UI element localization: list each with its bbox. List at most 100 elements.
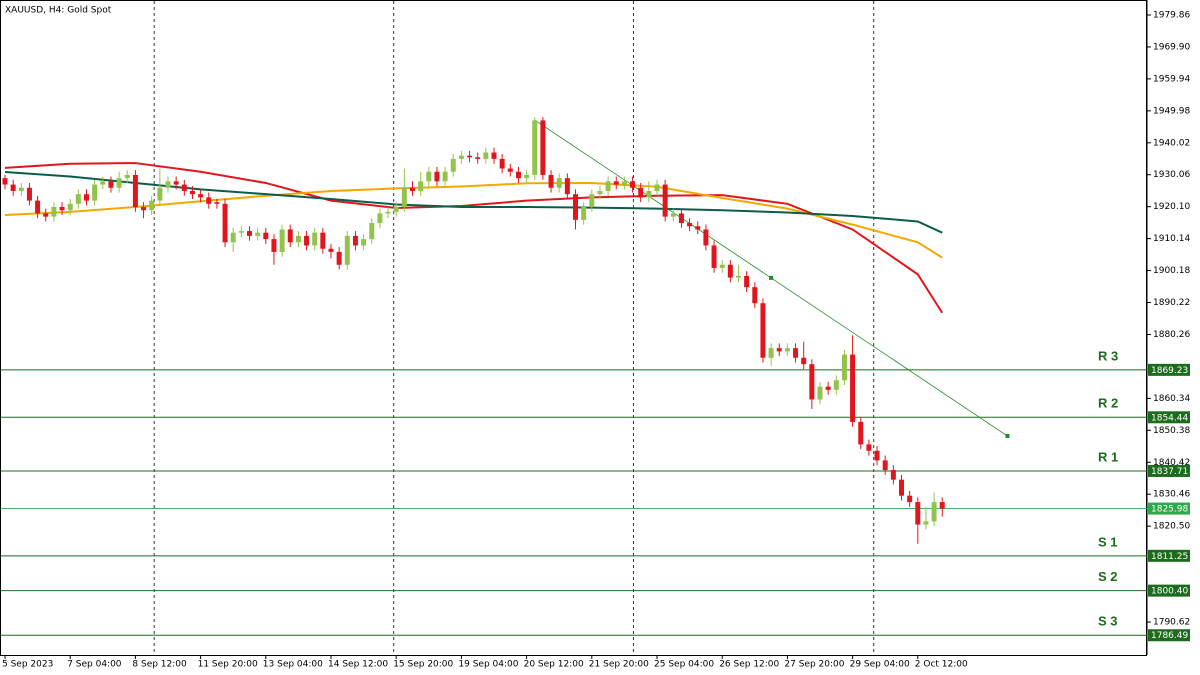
x-tick-label: 5 Sep 2023	[2, 660, 53, 670]
candle-body	[662, 184, 668, 217]
candle-body	[524, 174, 530, 179]
candle-body	[67, 203, 73, 211]
candle-body	[336, 251, 342, 265]
y-tick-label: 1949.98	[1153, 106, 1190, 116]
candle-body	[377, 213, 383, 224]
candle-body	[882, 460, 888, 471]
candle-body	[247, 231, 252, 236]
candle-body	[670, 213, 676, 217]
candle-body	[703, 229, 709, 246]
candle-body	[458, 155, 464, 159]
candle-body	[825, 386, 831, 390]
candle-body	[858, 421, 864, 445]
candle-body	[613, 181, 619, 185]
candle-body	[556, 178, 562, 188]
y-tick-label: 1840.42	[1153, 458, 1190, 468]
y-tick-label: 1830.46	[1153, 490, 1190, 500]
x-tick-label: 7 Sep 04:00	[67, 660, 122, 670]
candle-body	[271, 239, 277, 252]
candle-body	[173, 181, 179, 185]
candle-body	[475, 157, 481, 159]
candle-body	[108, 181, 114, 188]
candle-body	[157, 187, 163, 201]
candle-body	[907, 495, 913, 503]
candle-body	[939, 502, 945, 509]
candle-body	[874, 450, 880, 461]
y-tick-label: 1979.86	[1153, 11, 1190, 21]
candle-body	[369, 223, 375, 240]
candle-body	[532, 120, 538, 175]
candle-body	[132, 174, 138, 208]
candle-body	[841, 354, 847, 381]
candle-body	[352, 235, 358, 246]
candle-body	[10, 184, 16, 191]
candle-body	[426, 171, 432, 182]
y-tick-label: 1790.62	[1153, 617, 1190, 627]
last-price-label: 1825.98	[1151, 505, 1188, 515]
y-tick-label: 1900.18	[1153, 266, 1190, 276]
candle-body	[850, 354, 856, 422]
candle-body	[18, 187, 24, 191]
candle-body	[165, 181, 171, 188]
candle-body	[801, 357, 807, 365]
level-price-box	[1148, 464, 1190, 477]
candle-body	[328, 248, 334, 252]
x-tick-label: 25 Sep 04:00	[654, 660, 714, 670]
candle-body	[206, 197, 212, 204]
candle-body	[719, 264, 725, 268]
candle-body	[75, 194, 81, 204]
candle-body	[35, 200, 41, 214]
level-price-label: 1854.44	[1151, 413, 1188, 423]
candle-body	[410, 187, 415, 191]
candle-body	[890, 470, 896, 480]
x-tick-label: 29 Sep 04:00	[850, 660, 910, 670]
candle-body	[2, 178, 8, 185]
candle-body	[483, 152, 489, 159]
candle-body	[401, 187, 407, 208]
level-name: S 1	[1098, 534, 1118, 549]
candle-body	[393, 207, 399, 212]
candle-body	[116, 178, 122, 188]
y-tick-label: 1820.50	[1153, 522, 1190, 532]
level-price-label: 1869.23	[1151, 366, 1188, 376]
level-name: R 2	[1098, 396, 1118, 411]
candle-body	[915, 502, 921, 525]
candle-body	[817, 386, 823, 400]
level-name: R 1	[1098, 449, 1118, 464]
candle-body	[263, 232, 269, 240]
x-tick-label: 11 Sep 20:00	[198, 660, 258, 670]
candle-body	[43, 213, 49, 217]
candle-body	[222, 203, 228, 243]
candle-body	[189, 190, 195, 195]
candle-body	[866, 444, 872, 451]
y-tick-label: 1920.10	[1153, 202, 1190, 212]
x-tick-label: 27 Sep 20:00	[784, 660, 844, 670]
candle-body	[638, 187, 644, 198]
candle-body	[344, 235, 350, 265]
y-tick-label: 1930.06	[1153, 170, 1190, 180]
candle-body	[695, 226, 701, 230]
candle-body	[467, 155, 473, 158]
candle-body	[564, 178, 570, 195]
candle-body	[312, 232, 318, 246]
candle-body	[760, 303, 766, 358]
candle-body	[84, 194, 89, 201]
level-price-box	[1148, 629, 1190, 642]
candle-body	[833, 380, 839, 390]
candle-body	[540, 120, 546, 175]
candle-body	[434, 171, 440, 182]
candle-body	[418, 181, 424, 191]
candle-body	[744, 275, 750, 288]
candle-body	[687, 223, 693, 227]
candle-body	[141, 207, 147, 211]
candle-body	[255, 232, 261, 236]
level-name: S 3	[1098, 614, 1118, 629]
x-tick-label: 15 Sep 20:00	[393, 660, 453, 670]
candle-body	[784, 348, 790, 352]
candle-body	[149, 200, 155, 211]
trendline-anchor	[1005, 434, 1010, 439]
candle-body	[507, 168, 513, 172]
y-tick-label: 1890.22	[1153, 298, 1190, 308]
candle-body	[361, 239, 367, 246]
